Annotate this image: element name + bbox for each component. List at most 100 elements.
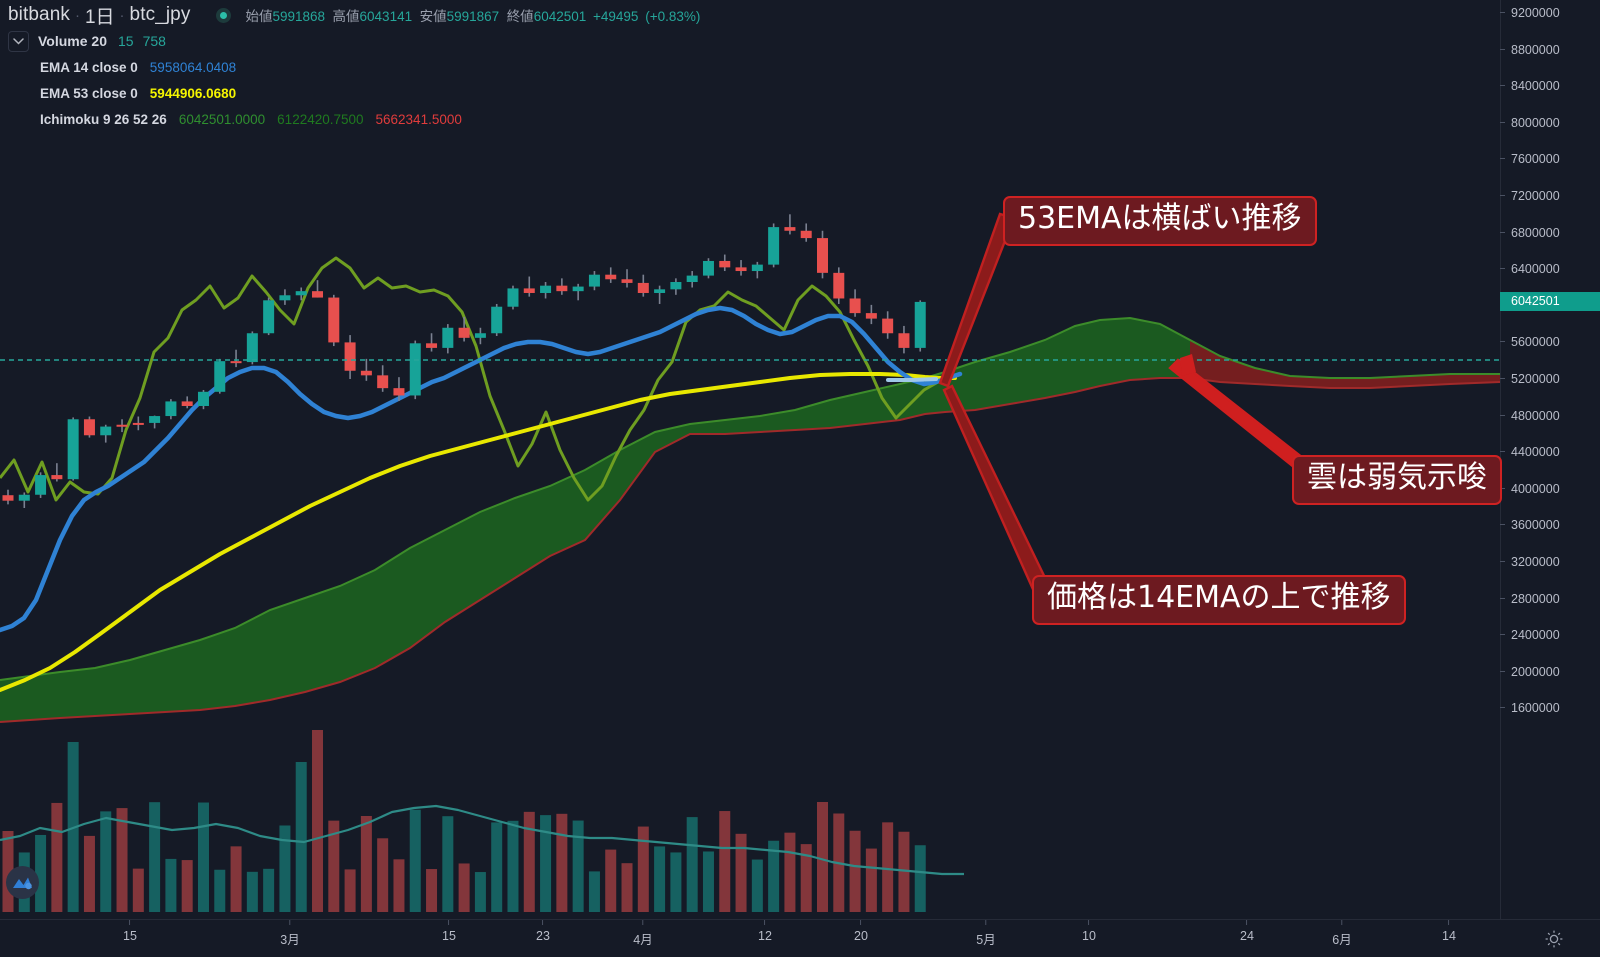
- candle-body: [409, 343, 421, 396]
- price-axis-label: 4000000: [1511, 481, 1560, 496]
- price-axis-label: 8000000: [1511, 115, 1560, 130]
- price-axis-label: 7600000: [1511, 152, 1560, 167]
- price-axis[interactable]: 9200000 8800000 8400000 8000000 7600000 72000…: [1500, 0, 1600, 919]
- tick-mark: [1341, 920, 1343, 925]
- tick-mark: [1500, 12, 1505, 13]
- price-axis-tick: 3200000: [1500, 555, 1600, 569]
- volume-bar: [605, 849, 617, 912]
- volume-bar: [116, 808, 128, 912]
- volume-ma-line: [0, 804, 964, 876]
- candle-body: [2, 495, 14, 501]
- candle-body: [360, 370, 372, 376]
- candle-body: [507, 288, 519, 307]
- price-axis-tick: 5600000: [1500, 335, 1600, 349]
- candle-body: [295, 291, 307, 296]
- time-axis-tick: 10: [1082, 920, 1096, 943]
- tick-mark: [642, 920, 644, 925]
- tick-mark: [1500, 634, 1505, 636]
- candle-body: [100, 426, 112, 436]
- current-price-value: 6042501: [1511, 294, 1560, 309]
- candle-body: [768, 227, 780, 265]
- volume-bar: [35, 834, 47, 912]
- gear-icon[interactable]: [1544, 929, 1564, 949]
- candle-body: [263, 300, 275, 334]
- tick-mark: [448, 920, 450, 925]
- price-axis-label: 2000000: [1511, 664, 1560, 679]
- volume-bar: [817, 802, 828, 912]
- tick-mark: [1448, 920, 1450, 925]
- candle-body: [149, 416, 161, 423]
- volume-bar: [83, 835, 95, 912]
- candle-body: [132, 422, 144, 425]
- volume-bar: [312, 730, 324, 912]
- tick-mark: [1500, 231, 1505, 233]
- price-axis-tick: 4400000: [1500, 445, 1600, 459]
- candle-body: [214, 361, 226, 392]
- time-axis-label: 23: [536, 929, 550, 943]
- time-axis-label: 6月: [1332, 933, 1352, 947]
- price-axis-label: 5200000: [1511, 372, 1560, 386]
- price-axis-tick: 4000000: [1500, 482, 1600, 496]
- candle-body: [458, 327, 470, 338]
- candle-body: [116, 424, 128, 427]
- price-axis-tick: 8800000: [1500, 43, 1600, 57]
- candle-body: [344, 342, 356, 371]
- time-axis-tick: 24: [1240, 920, 1254, 943]
- chart-canvas[interactable]: [0, 0, 1500, 919]
- time-axis-tick: 3月: [280, 920, 300, 948]
- ema53-line: [0, 372, 957, 692]
- tick-mark: [1500, 158, 1505, 160]
- volume-bar: [295, 762, 307, 912]
- annotation-text: 雲は弱気示唆: [1307, 460, 1487, 495]
- candle-body: [442, 327, 454, 348]
- price-axis-tick: 6400000: [1500, 262, 1600, 276]
- candle-body: [865, 313, 877, 319]
- tick-mark: [1500, 451, 1505, 453]
- volume-bar: [670, 852, 682, 912]
- annotation-callout-price[interactable]: 価格は14EMAの上で推移: [1032, 575, 1406, 625]
- price-axis-label: 2400000: [1511, 628, 1560, 643]
- tick-mark: [1500, 670, 1505, 672]
- annotation-callout-ema53[interactable]: 53EMAは横ばい推移: [1003, 196, 1317, 246]
- tick-mark: [542, 920, 544, 925]
- candle-body: [523, 288, 535, 293]
- volume-bar: [132, 868, 144, 912]
- candle-body: [588, 274, 600, 287]
- price-axis-label: 6400000: [1511, 262, 1560, 277]
- volume-bar: [393, 859, 405, 912]
- price-chart-svg: [0, 212, 1500, 912]
- candle-body: [654, 289, 666, 293]
- price-axis-label: 2800000: [1511, 591, 1560, 606]
- price-axis-label: 4400000: [1511, 445, 1560, 460]
- candle-body: [197, 391, 209, 406]
- volume-bar: [882, 822, 894, 912]
- tick-mark: [1500, 597, 1505, 599]
- price-axis-tick: 1600000: [1500, 701, 1600, 715]
- time-axis-label: 12: [758, 929, 772, 943]
- ichimoku-cloud: [0, 316, 1500, 723]
- time-axis[interactable]: 15 3月 15 23 4月 12 20 5月 10 24 6月 14: [0, 919, 1600, 957]
- time-axis-label: 5月: [976, 933, 996, 947]
- tick-mark: [1500, 707, 1505, 709]
- candle-body: [719, 260, 731, 268]
- price-axis-tick: 6800000: [1500, 226, 1600, 240]
- candlestick-series: [2, 214, 926, 509]
- volume-bar: [686, 817, 698, 912]
- time-axis-tick: 6月: [1332, 920, 1352, 948]
- tick-mark: [1088, 920, 1090, 925]
- current-price-badge[interactable]: 6042501: [1500, 292, 1600, 312]
- volume-bar: [474, 872, 486, 912]
- volume-bar: [735, 833, 747, 912]
- volume-bar: [214, 869, 226, 912]
- candle-body: [491, 306, 503, 334]
- tradingview-logo-icon: [6, 866, 39, 899]
- annotation-callout-cloud[interactable]: 雲は弱気示唆: [1292, 455, 1502, 505]
- volume-bar: [328, 820, 340, 912]
- tick-mark: [1500, 341, 1505, 343]
- volume-bar: [719, 811, 731, 912]
- candle-body: [67, 419, 79, 480]
- time-axis-tick: 5月: [976, 920, 996, 948]
- volume-bar: [149, 802, 161, 912]
- price-axis-tick: 2400000: [1500, 628, 1600, 642]
- volume-bar: [197, 802, 209, 912]
